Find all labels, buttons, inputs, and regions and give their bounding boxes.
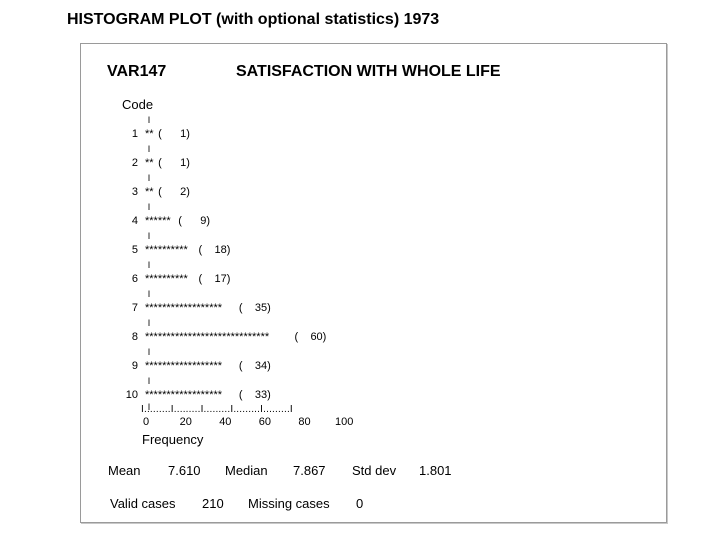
bar-count-label: 33)	[254, 389, 271, 401]
frequency-tick-label: 20	[179, 416, 192, 428]
bar-count-label: 1)	[180, 157, 190, 169]
valid-cases-value: 210	[202, 496, 224, 511]
bar-open-paren: (	[238, 360, 243, 372]
bar-open-paren: (	[178, 215, 182, 227]
bar-open-paren: (	[198, 244, 203, 256]
histogram-bar: ******************	[145, 389, 223, 401]
mean-value: 7.610	[168, 463, 201, 478]
axis-separator: I	[147, 202, 151, 212]
code-tick-label: 2	[131, 157, 138, 169]
frequency-tick-label: 80	[298, 416, 311, 428]
missing-cases-value: 0	[356, 496, 364, 511]
bar-open-paren: (	[238, 389, 243, 401]
frequency-axis-label: Frequency	[142, 432, 204, 447]
frequency-axis-line: I.........I.........I.........I.........…	[141, 404, 293, 415]
axis-separator: I	[147, 231, 151, 241]
bar-open-paren: (	[238, 302, 243, 314]
bar-open-paren: (	[198, 273, 203, 285]
axis-separator: I	[147, 376, 151, 386]
bar-count-label: 60)	[310, 331, 327, 343]
code-tick-label: 3	[131, 186, 138, 198]
median-label: Median	[225, 463, 268, 478]
histogram-bar: ******	[145, 215, 171, 227]
axis-separator: I	[147, 289, 151, 299]
histogram-panel	[80, 43, 667, 523]
bar-open-paren: (	[158, 128, 162, 140]
code-tick-label: 9	[131, 360, 138, 372]
bar-count-label: 1)	[180, 128, 190, 140]
code-tick-label: 6	[131, 273, 138, 285]
histogram-bar: ******************	[145, 302, 223, 314]
bar-count-label: 9)	[200, 215, 211, 227]
bar-count-label: 18)	[214, 244, 231, 256]
std-dev-value: 1.801	[419, 463, 452, 478]
bar-open-paren: (	[158, 186, 162, 198]
histogram-bar: ******************	[145, 360, 223, 372]
histogram-bar: **	[145, 186, 154, 198]
code-axis-label: Code	[122, 97, 154, 112]
axis-separator: I	[147, 318, 151, 328]
histogram-bar: **	[145, 128, 154, 140]
code-tick-label: 7	[131, 302, 138, 314]
axis-separator: I	[147, 173, 151, 183]
bar-open-paren: (	[294, 331, 299, 343]
std-dev-label: Std dev	[352, 463, 397, 478]
bar-count-label: 35)	[254, 302, 271, 314]
histogram-bar: *****************************	[145, 331, 270, 343]
histogram-bar: **********	[145, 244, 188, 256]
frequency-tick-label: 100	[335, 416, 354, 428]
axis-separator: I	[147, 347, 151, 357]
code-tick-label: 10	[125, 389, 138, 401]
histogram-bar: **********	[145, 273, 188, 285]
frequency-tick-label: 60	[258, 416, 272, 428]
code-tick-label: 1	[131, 128, 138, 140]
axis-separator: I	[147, 260, 151, 270]
page-title: HISTOGRAM PLOT (with optional statistics…	[67, 11, 440, 28]
missing-cases-label: Missing cases	[248, 496, 330, 511]
frequency-tick-label: 40	[219, 416, 232, 428]
variable-label: SATISFACTION WITH WHOLE LIFE	[236, 63, 501, 80]
code-tick-label: 8	[131, 331, 138, 343]
bar-count-label: 34)	[254, 360, 271, 372]
frequency-tick-label: 0	[143, 416, 150, 428]
axis-separator: I	[147, 115, 151, 125]
bar-open-paren: (	[158, 157, 162, 169]
valid-cases-label: Valid cases	[110, 496, 176, 511]
code-tick-label: 5	[131, 244, 138, 256]
bar-count-label: 2)	[180, 186, 190, 198]
axis-separator: I	[147, 402, 151, 412]
variable-code: VAR147	[107, 63, 167, 80]
axis-separator: I	[147, 144, 151, 154]
bar-count-label: 17)	[214, 273, 231, 285]
median-value: 7.867	[293, 463, 326, 478]
code-tick-label: 4	[131, 215, 138, 227]
mean-label: Mean	[108, 463, 141, 478]
histogram-bar: **	[145, 157, 154, 169]
